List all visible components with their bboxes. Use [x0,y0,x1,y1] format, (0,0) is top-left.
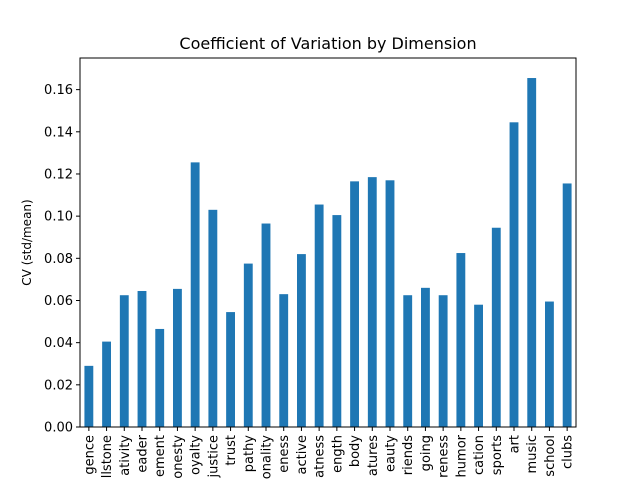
x-tick-label: ement [153,435,168,477]
y-tick-label: 0.04 [44,336,73,351]
x-tick-label: riends [401,435,416,475]
bar-cation [474,304,483,427]
bar-body [350,181,359,427]
bar-ength [332,215,342,427]
x-tick-label: justice [206,435,221,478]
x-tick-label: eauty [384,435,399,472]
bar-justice [208,209,218,427]
chart-title: Coefficient of Variation by Dimension [179,34,476,53]
bar-oyalty [190,162,200,428]
bar-clubs [562,183,572,427]
x-tick-label: eness [277,435,292,473]
y-tick-label: 0.14 [44,125,73,140]
x-tick-label: trust [224,435,239,466]
x-tick-label: going [419,435,434,471]
bar-music [527,78,537,427]
bar-riends [403,295,413,427]
x-tick-label: llstone [100,435,115,478]
bar-onality [261,223,271,427]
x-tick-label: pathy [242,435,257,473]
x-tick-label: eader [136,434,151,472]
x-tick-label: ativity [118,435,133,476]
x-tick-label: ength [330,435,345,473]
bar-eauty [385,180,395,427]
y-tick-label: 0.16 [44,83,73,98]
x-tick-label: cation [472,435,487,475]
bar-humor [456,253,466,427]
y-tick-label: 0.02 [44,378,73,393]
x-tick-label: clubs [561,435,576,469]
bar-reness [438,295,448,427]
plot-frame [79,57,577,428]
x-tick-label: active [295,435,310,475]
y-tick-label: 0.08 [44,252,73,267]
bar-onesty [173,288,182,427]
x-tick-label: gence [82,435,97,475]
bar-going [421,287,430,427]
x-tick-label: sports [490,435,505,475]
bar-school [545,301,554,427]
x-axis-ticks: gence llstone ativity eader ement onesty oyalt… [82,427,576,479]
bar-pathy [243,263,253,427]
bar-gence [84,365,94,427]
x-tick-label: humor [454,434,469,477]
bar-trust [226,312,235,427]
bar-atness [314,204,324,427]
bars-group [84,78,572,428]
bar-eader [137,290,147,427]
bar-ement [155,328,165,427]
x-tick-label: atures [366,435,381,476]
x-tick-label: reness [437,435,452,478]
y-tick-label: 0.06 [44,294,73,309]
y-tick-label: 0.00 [44,421,73,436]
bar-llstone [102,341,111,427]
y-tick-label: 0.12 [44,167,73,182]
bar-art [509,122,519,427]
bar-atures [367,177,377,427]
y-tick-label: 0.10 [44,210,73,225]
bar-ativity [119,295,129,427]
y-axis-label: CV (std/mean) [20,199,34,285]
x-tick-label: music [525,435,540,473]
bar-sports [491,227,501,427]
bar-active [297,254,306,427]
x-tick-label: body [348,435,363,467]
x-tick-label: onality [260,435,275,479]
x-tick-label: oyalty [189,435,204,475]
x-tick-label: atness [313,435,328,478]
x-tick-label: onesty [171,435,186,479]
y-axis-ticks: 0.00 0.02 0.04 0.06 0.08 0.10 0.12 0.14 0.16 [44,83,80,436]
x-tick-label: school [543,435,558,477]
bar-eness [279,294,289,427]
x-tick-label: art [508,435,523,453]
